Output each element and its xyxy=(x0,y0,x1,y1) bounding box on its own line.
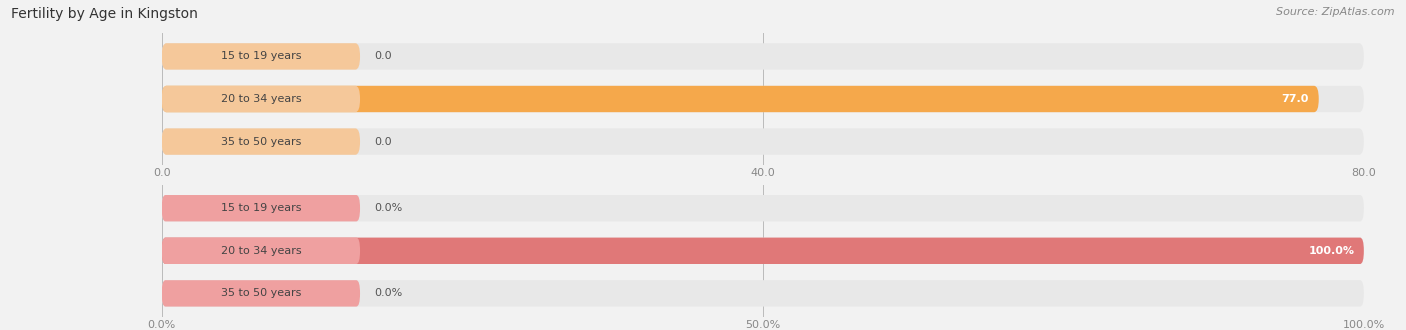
Text: 0.0%: 0.0% xyxy=(374,203,402,213)
FancyBboxPatch shape xyxy=(162,86,1364,112)
FancyBboxPatch shape xyxy=(162,195,1364,221)
FancyBboxPatch shape xyxy=(162,238,1364,264)
Text: 0.0%: 0.0% xyxy=(374,288,402,298)
FancyBboxPatch shape xyxy=(162,195,360,221)
FancyBboxPatch shape xyxy=(162,86,360,112)
FancyBboxPatch shape xyxy=(162,86,1319,112)
FancyBboxPatch shape xyxy=(162,128,1364,155)
Text: Fertility by Age in Kingston: Fertility by Age in Kingston xyxy=(11,7,198,20)
FancyBboxPatch shape xyxy=(162,238,1364,264)
Text: 0.0: 0.0 xyxy=(374,137,392,147)
Text: 20 to 34 years: 20 to 34 years xyxy=(221,94,301,104)
FancyBboxPatch shape xyxy=(162,280,1364,307)
Text: Source: ZipAtlas.com: Source: ZipAtlas.com xyxy=(1277,7,1395,16)
Text: 35 to 50 years: 35 to 50 years xyxy=(221,288,301,298)
Text: 77.0: 77.0 xyxy=(1282,94,1309,104)
Text: 15 to 19 years: 15 to 19 years xyxy=(221,203,301,213)
FancyBboxPatch shape xyxy=(162,43,1364,70)
Text: 35 to 50 years: 35 to 50 years xyxy=(221,137,301,147)
Text: 100.0%: 100.0% xyxy=(1308,246,1354,256)
FancyBboxPatch shape xyxy=(162,128,360,155)
FancyBboxPatch shape xyxy=(162,280,360,307)
Text: 20 to 34 years: 20 to 34 years xyxy=(221,246,301,256)
Text: 15 to 19 years: 15 to 19 years xyxy=(221,51,301,61)
Text: 0.0: 0.0 xyxy=(374,51,392,61)
FancyBboxPatch shape xyxy=(162,43,360,70)
FancyBboxPatch shape xyxy=(162,238,360,264)
